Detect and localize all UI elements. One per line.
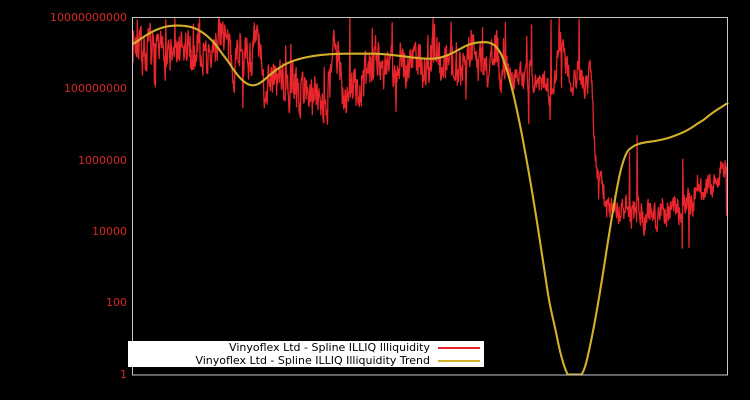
y-axis-tick-label: 100 xyxy=(106,296,127,310)
legend-item-label: Vinyoflex Ltd - Spline ILLIQ Illiquidity xyxy=(229,341,430,354)
legend-color-swatch xyxy=(438,359,480,362)
y-axis-tick-label: 100000000 xyxy=(64,82,127,96)
y-axis-tick-label: 1 xyxy=(120,367,127,381)
legend-item: Vinyoflex Ltd - Spline ILLIQ Illiquidity… xyxy=(128,354,484,367)
y-axis-tick-label: 10000000000 xyxy=(50,11,127,24)
chart-legend: Vinyoflex Ltd - Spline ILLIQ Illiquidity… xyxy=(128,341,484,367)
plot-border xyxy=(132,17,728,376)
y-axis-tick-label: 10000 xyxy=(92,224,127,238)
legend-item-label: Vinyoflex Ltd - Spline ILLIQ Illiquidity… xyxy=(195,354,430,367)
legend-item: Vinyoflex Ltd - Spline ILLIQ Illiquidity xyxy=(128,341,484,354)
legend-color-swatch xyxy=(438,346,480,349)
y-axis-tick-label: 1000000 xyxy=(78,153,127,167)
plot-area xyxy=(131,17,729,376)
series-illiq-trend-line xyxy=(131,24,729,376)
